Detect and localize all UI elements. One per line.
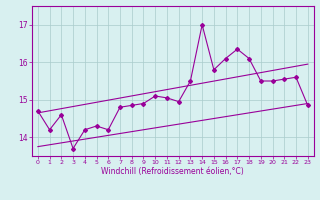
X-axis label: Windchill (Refroidissement éolien,°C): Windchill (Refroidissement éolien,°C)	[101, 167, 244, 176]
